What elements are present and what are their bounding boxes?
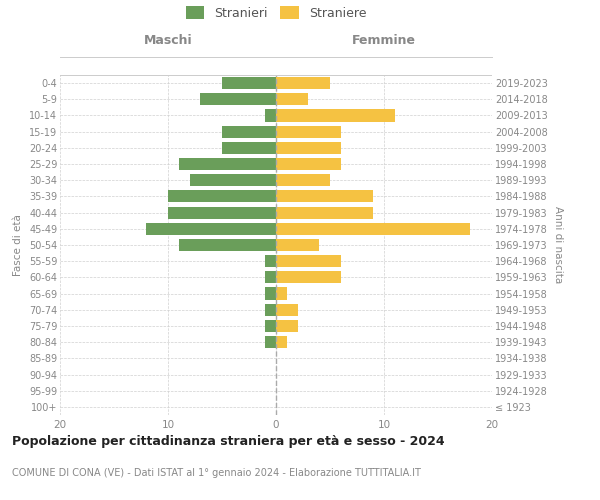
- Bar: [168, 206, 276, 218]
- Bar: [179, 158, 276, 170]
- Bar: [265, 272, 276, 283]
- Bar: [179, 239, 276, 251]
- Bar: [190, 174, 276, 186]
- Text: Femmine: Femmine: [352, 34, 416, 48]
- Bar: [222, 77, 276, 89]
- Text: Popolazione per cittadinanza straniera per età e sesso - 2024: Popolazione per cittadinanza straniera p…: [12, 435, 445, 448]
- Bar: [276, 222, 470, 235]
- Bar: [276, 174, 330, 186]
- Bar: [276, 304, 298, 316]
- Bar: [265, 304, 276, 316]
- Text: COMUNE DI CONA (VE) - Dati ISTAT al 1° gennaio 2024 - Elaborazione TUTTITALIA.IT: COMUNE DI CONA (VE) - Dati ISTAT al 1° g…: [12, 468, 421, 477]
- Bar: [276, 93, 308, 106]
- Bar: [265, 288, 276, 300]
- Bar: [276, 239, 319, 251]
- Bar: [276, 206, 373, 218]
- Bar: [276, 77, 330, 89]
- Bar: [276, 336, 287, 348]
- Bar: [146, 222, 276, 235]
- Bar: [222, 126, 276, 138]
- Bar: [276, 158, 341, 170]
- Bar: [276, 255, 341, 268]
- Legend: Stranieri, Straniere: Stranieri, Straniere: [185, 6, 367, 20]
- Bar: [276, 110, 395, 122]
- Bar: [276, 272, 341, 283]
- Bar: [276, 320, 298, 332]
- Bar: [222, 142, 276, 154]
- Bar: [265, 320, 276, 332]
- Bar: [276, 288, 287, 300]
- Bar: [265, 336, 276, 348]
- Y-axis label: Fasce di età: Fasce di età: [13, 214, 23, 276]
- Bar: [200, 93, 276, 106]
- Bar: [168, 190, 276, 202]
- Bar: [276, 142, 341, 154]
- Y-axis label: Anni di nascita: Anni di nascita: [553, 206, 563, 284]
- Bar: [276, 190, 373, 202]
- Bar: [265, 110, 276, 122]
- Bar: [276, 126, 341, 138]
- Text: Maschi: Maschi: [143, 34, 193, 48]
- Bar: [265, 255, 276, 268]
